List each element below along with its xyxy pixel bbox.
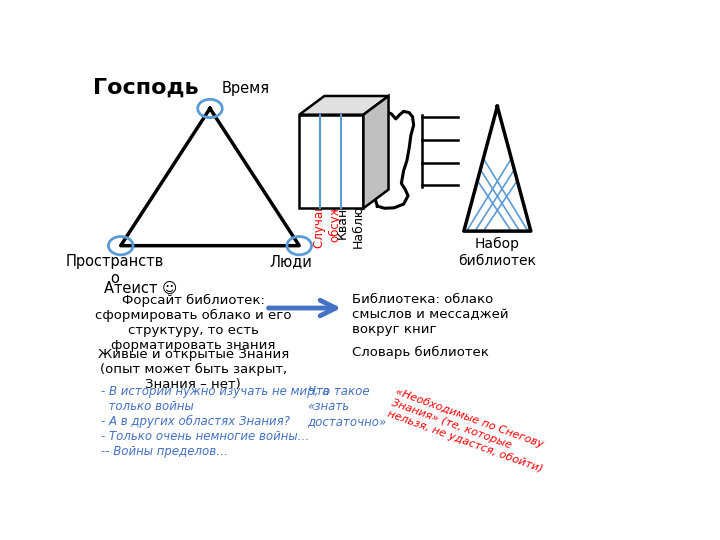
Text: Библиотека: облако
смыслов и мессаджей
вокруг книг: Библиотека: облако смыслов и мессаджей в… [352, 294, 509, 336]
Text: Случайный (из
обсуждения): Случайный (из обсуждения) [313, 156, 341, 248]
Polygon shape [300, 96, 389, 114]
Text: Что такое
«знать
достаточно»: Что такое «знать достаточно» [307, 385, 387, 428]
Text: Атеист ☺: Атеист ☺ [104, 281, 177, 296]
Text: «Необходимые по Снегову
Знания» (те, которые
нельзя, не удастся, обойти): «Необходимые по Снегову Знания» (те, кот… [386, 387, 552, 475]
Text: Словарь библиотек: Словарь библиотек [352, 346, 489, 359]
Text: Форсайт библиотек:
сформировать облако и его
структуру, то есть
форматировать зн: Форсайт библиотек: сформировать облако и… [95, 294, 292, 352]
Text: Люди: Люди [269, 254, 312, 269]
Text: - В истории нужно изучать не мир, а
  только войны
- А в других областях Знания?: - В истории нужно изучать не мир, а толь… [101, 385, 330, 458]
Text: Живые и открытые Знания
(опыт может быть закрыт,
Знания – нет): Живые и открытые Знания (опыт может быть… [98, 348, 289, 390]
Text: Пространств
о: Пространств о [66, 254, 164, 286]
Polygon shape [300, 114, 364, 208]
Text: Квантовый
Наблюдатель: Квантовый Наблюдатель [336, 158, 364, 248]
Text: Набор
библиотек: Набор библиотек [459, 238, 536, 268]
Polygon shape [364, 96, 389, 208]
Text: Господь: Господь [93, 77, 199, 97]
Text: Время: Время [221, 81, 269, 96]
